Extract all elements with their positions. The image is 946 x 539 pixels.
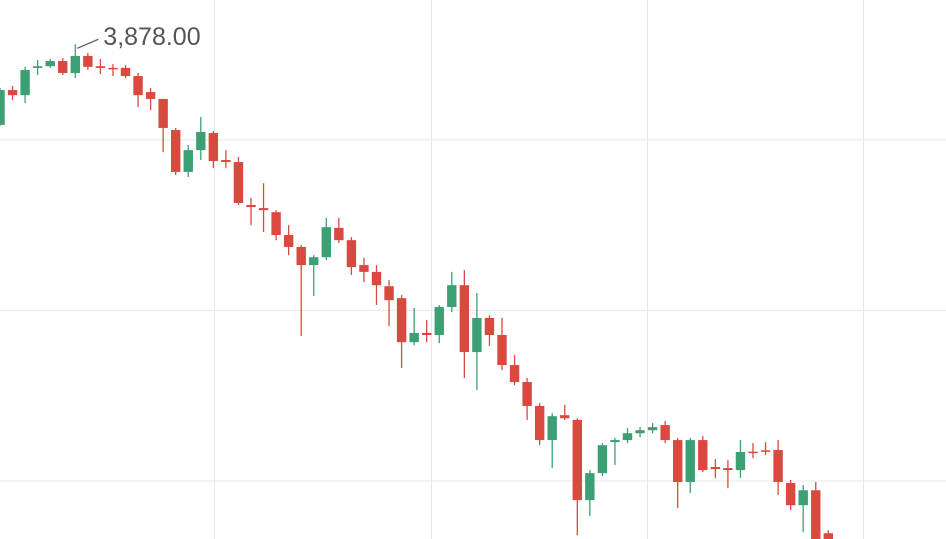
candle-body (296, 246, 306, 266)
candle-body (396, 298, 407, 343)
candle-body (459, 285, 470, 353)
candle-body (7, 90, 18, 96)
candle-body (509, 365, 520, 383)
vertical-grid (214, 0, 864, 539)
candle-body (547, 416, 557, 441)
candle-body (346, 240, 357, 268)
candle-body (710, 467, 721, 470)
candle-body (422, 332, 432, 335)
candle-body (673, 440, 683, 483)
candle-body (823, 533, 833, 539)
annotation-label: 3,878.00 (103, 23, 200, 51)
candle-body (698, 440, 708, 471)
candle-body (20, 69, 30, 96)
candle-body (647, 427, 658, 431)
candle-body (723, 468, 733, 471)
candle-body (572, 419, 582, 501)
candle-body (748, 451, 758, 454)
candle-body (522, 382, 532, 406)
candle-body (497, 334, 507, 366)
candle-body (484, 317, 495, 335)
candle-body (635, 430, 645, 434)
candle-body (183, 150, 193, 172)
candle-body (359, 265, 369, 272)
candle-body (83, 55, 93, 67)
candle-body (334, 227, 344, 241)
candle-body (622, 433, 633, 441)
candle-body (58, 61, 68, 74)
candle-body (735, 452, 746, 471)
candle-body (258, 208, 269, 211)
candle-body (283, 235, 294, 247)
candle-body (560, 415, 570, 419)
candle-body (434, 307, 444, 335)
candle-body (409, 332, 419, 343)
candle-body (309, 257, 319, 266)
candle-body (660, 425, 670, 441)
candle-body (0, 90, 5, 125)
candle-body (196, 132, 206, 151)
candle-body (45, 61, 55, 67)
candle-body (70, 55, 80, 74)
candle-body (760, 450, 771, 452)
candle-body (384, 286, 394, 301)
candle-body (472, 317, 482, 353)
candle-body (785, 483, 796, 506)
candle-body (32, 66, 43, 68)
candle-body (133, 76, 143, 96)
candle-body (371, 271, 382, 286)
candle-body (811, 490, 821, 539)
annotation-leader (77, 38, 99, 49)
candle-body (585, 473, 595, 501)
candle-body (597, 445, 608, 474)
candle-body (246, 205, 256, 208)
candle-body (773, 449, 783, 483)
candle-body (271, 212, 281, 236)
candle-body (221, 159, 231, 163)
candle-body (233, 162, 244, 203)
candle-body (208, 133, 219, 162)
candle-body (321, 227, 331, 258)
candle-body (534, 405, 545, 441)
candle-body (158, 98, 168, 128)
candle-body (108, 67, 118, 70)
candle-body (685, 440, 695, 483)
candle-body (447, 285, 457, 308)
candle-body (145, 92, 156, 99)
candle-body (95, 66, 106, 68)
candle-body (171, 129, 181, 172)
candle-body (798, 490, 808, 506)
candle-body (120, 67, 131, 77)
candle-body (610, 440, 620, 443)
